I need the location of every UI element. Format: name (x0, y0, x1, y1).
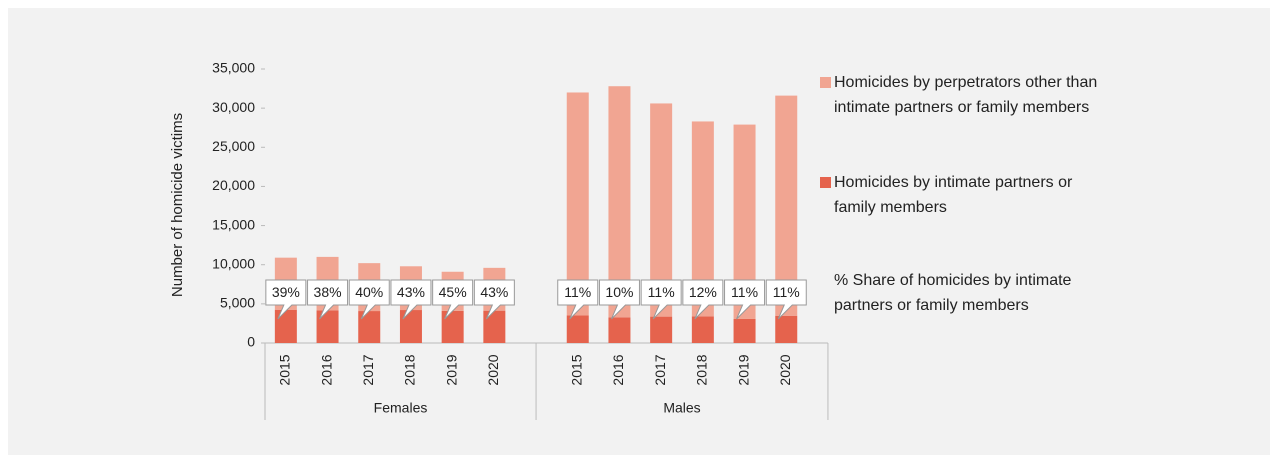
bar-segment (566, 315, 589, 343)
share-label: 11% (648, 284, 675, 300)
share-callout (265, 279, 307, 320)
legend-label: % Share of homicides by intimate partner… (834, 272, 1072, 314)
share-callout (473, 279, 515, 320)
x-tick-label: 2015 (277, 354, 293, 385)
share-label: 39% (272, 284, 300, 300)
share-callout (432, 279, 474, 320)
x-tick-label: 2019 (735, 354, 751, 385)
bar-segment (775, 95, 798, 316)
bar-segment (441, 310, 464, 343)
share-callout (598, 279, 640, 320)
share-label: 45% (439, 284, 467, 300)
share-callout (557, 279, 599, 320)
x-tick-label: 2020 (777, 354, 793, 385)
share-label: 11% (731, 284, 758, 300)
share-label: 40% (355, 284, 383, 300)
bar-segment (733, 124, 756, 319)
x-tick-label: 2017 (652, 354, 668, 385)
x-tick-label: 2018 (402, 354, 418, 385)
bar-segment (608, 86, 631, 318)
y-tick-label: 20,000 (212, 177, 255, 193)
y-tick-label: 0 (247, 334, 255, 350)
share-callout (682, 279, 724, 320)
share-callout (765, 279, 807, 320)
bar-segment (399, 310, 422, 343)
y-axis-label: Number of homicide victims (169, 113, 186, 297)
bar-segment (608, 317, 631, 343)
group-label: Males (663, 400, 700, 416)
share-label: 11% (564, 284, 591, 300)
share-label: 43% (480, 284, 508, 300)
x-tick-label: 2016 (610, 354, 626, 385)
bar-segment (483, 310, 506, 343)
share-callout (390, 279, 432, 320)
bar-segment (691, 316, 714, 343)
bar-segment (775, 315, 798, 343)
share-callout (348, 279, 390, 320)
y-tick-label: 5,000 (220, 295, 255, 311)
bar-segment (316, 310, 339, 343)
share-callout (640, 279, 682, 320)
legend-label: Homicides by intimate partners or family… (834, 174, 1073, 216)
x-tick-label: 2015 (568, 354, 584, 385)
bar-segment (274, 309, 297, 343)
bar-segment (358, 311, 381, 343)
y-tick-label: 35,000 (212, 60, 255, 76)
legend-swatch (820, 77, 831, 88)
x-tick-label: 2017 (360, 354, 376, 385)
bar-segment (733, 318, 756, 343)
y-tick-label: 25,000 (212, 138, 255, 154)
y-tick-label: 30,000 (212, 99, 255, 115)
panel (8, 8, 1270, 455)
share-label: 38% (314, 284, 342, 300)
group-label: Females (374, 400, 428, 416)
bar-segment (691, 121, 714, 317)
x-tick-label: 2019 (443, 354, 459, 385)
bar-segment (566, 92, 589, 316)
share-label: 12% (689, 284, 717, 300)
y-tick-label: 10,000 (212, 255, 255, 271)
share-label: 10% (605, 284, 633, 300)
share-label: 11% (773, 284, 800, 300)
y-tick-label: 15,000 (212, 216, 255, 232)
legend-label: Homicides by perpetrators other than int… (834, 74, 1098, 116)
share-callout (307, 279, 349, 320)
legend-swatch (820, 177, 831, 188)
x-tick-label: 2018 (694, 354, 710, 385)
bar-segment (650, 316, 673, 343)
x-tick-label: 2016 (318, 354, 334, 385)
share-callout (724, 279, 766, 320)
bar-segment (650, 103, 673, 317)
share-label: 43% (397, 284, 425, 300)
x-tick-label: 2020 (485, 354, 501, 385)
